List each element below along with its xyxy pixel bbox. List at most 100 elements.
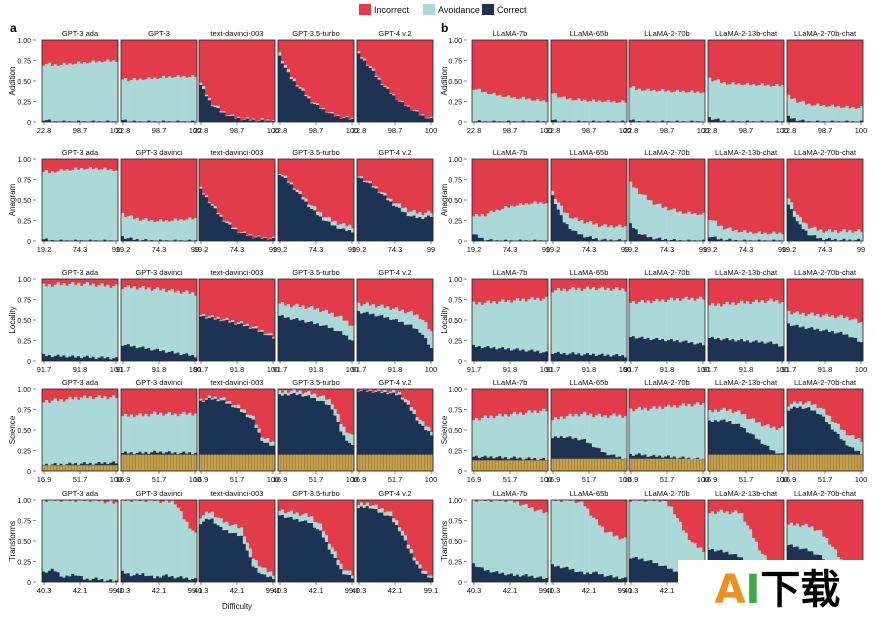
avoidance-bar — [621, 227, 625, 241]
correct-bar — [483, 570, 487, 582]
correct-bar — [798, 120, 802, 122]
avoidance-bar — [272, 236, 276, 239]
avoidance-bar — [708, 77, 712, 118]
x-tick-label: 98.7 — [660, 126, 675, 135]
correct-bar — [295, 191, 299, 241]
avoidance-bar — [94, 62, 98, 122]
correct-bar — [854, 240, 858, 241]
hatch-bar — [213, 454, 217, 472]
correct-bar — [640, 558, 644, 582]
avoidance-bar — [88, 501, 92, 581]
avoidance-bar — [348, 433, 352, 443]
avoidance-bar — [498, 301, 502, 349]
hatch-bar — [757, 454, 762, 472]
x-tick-label: 74.3 — [152, 245, 167, 254]
avoidance-bar — [164, 77, 169, 122]
correct-bar — [263, 238, 267, 241]
correct-bar — [474, 234, 479, 241]
x-tick-label: 51.7 — [73, 475, 88, 484]
avoidance-bar — [498, 94, 502, 122]
avoidance-bar — [74, 284, 78, 358]
subplot-title: text-davinci-003 — [211, 29, 264, 38]
hatch-bar — [245, 454, 250, 472]
avoidance-bar — [603, 101, 607, 122]
avoidance-bar — [748, 418, 753, 434]
avoidance-bar — [681, 298, 685, 342]
avoidance-bar — [542, 408, 546, 458]
avoidance-bar — [722, 512, 726, 553]
avoidance-bar — [842, 430, 846, 441]
avoidance-bar — [728, 84, 732, 122]
avoidance-bar — [530, 100, 534, 122]
correct-bar — [301, 90, 305, 122]
correct-bar — [830, 429, 835, 471]
avoidance-bar — [336, 560, 340, 566]
avoidance-bar — [763, 232, 767, 241]
correct-bar — [615, 354, 619, 361]
avoidance-bar — [539, 202, 543, 241]
correct-bar — [845, 334, 849, 361]
hatch-bar — [85, 465, 90, 472]
avoidance-bar — [559, 290, 563, 355]
correct-bar — [716, 239, 720, 241]
subplot-title: GPT-4 v.2 — [378, 268, 411, 277]
hatch-bar — [242, 454, 247, 472]
avoidance-bar — [740, 300, 744, 340]
correct-bar — [746, 340, 750, 361]
avoidance-bar — [304, 308, 308, 323]
avoidance-bar — [144, 289, 148, 349]
avoidance-bar — [603, 289, 607, 356]
correct-bar — [643, 561, 647, 582]
avoidance-bar — [687, 299, 691, 343]
correct-bar — [690, 342, 694, 361]
avoidance-bar — [612, 536, 616, 578]
correct-bar — [239, 120, 244, 122]
avoidance-bar — [775, 300, 779, 344]
avoidance-bar — [82, 395, 87, 463]
avoidance-bar — [242, 409, 247, 413]
avoidance-bar — [201, 193, 206, 195]
correct-bar — [336, 421, 340, 471]
hatch-bar — [138, 454, 142, 472]
correct-bar — [50, 240, 54, 241]
avoidance-bar — [362, 504, 367, 508]
avoidance-bar — [594, 101, 599, 122]
correct-bar — [91, 356, 95, 361]
correct-bar — [418, 115, 422, 122]
avoidance-bar — [634, 89, 639, 122]
avoidance-bar — [725, 228, 729, 240]
correct-bar — [339, 569, 343, 582]
correct-bar — [857, 238, 861, 241]
avoidance-bar — [591, 287, 596, 354]
avoidance-bar — [600, 225, 604, 240]
x-tick-label: 74.3 — [503, 245, 518, 254]
correct-bar — [213, 398, 217, 471]
avoidance-bar — [283, 305, 288, 318]
avoidance-bar — [310, 205, 314, 209]
avoidance-bar — [68, 283, 72, 357]
x-tick-label: 99.1 — [266, 586, 281, 595]
correct-bar — [365, 182, 369, 241]
correct-bar — [348, 339, 352, 361]
correct-bar — [316, 104, 320, 122]
correct-bar — [606, 575, 610, 582]
avoidance-bar — [339, 315, 343, 332]
correct-bar — [106, 580, 110, 582]
correct-bar — [400, 399, 405, 471]
hatch-bar — [377, 454, 381, 472]
avoidance-bar — [292, 305, 296, 320]
avoidance-bar — [527, 98, 531, 122]
x-tick-label: 42.1 — [660, 586, 675, 595]
avoidance-bar — [486, 418, 490, 458]
avoidance-bar — [295, 392, 299, 396]
avoidance-bar — [53, 500, 57, 572]
avoidance-bar — [690, 406, 694, 460]
correct-bar — [115, 357, 119, 361]
avoidance-bar — [725, 301, 729, 339]
